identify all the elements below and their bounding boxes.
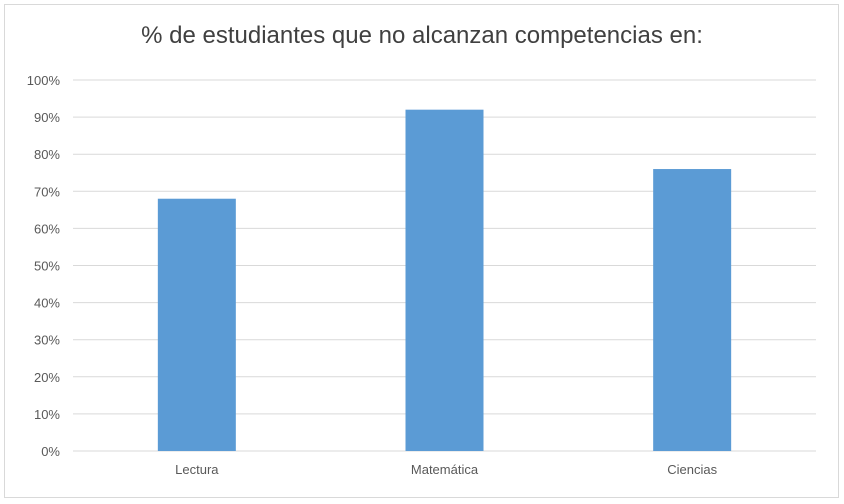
- y-tick-label: 90%: [34, 110, 60, 125]
- y-tick-label: 50%: [34, 259, 60, 274]
- x-tick-label: Lectura: [175, 462, 219, 477]
- bar-matemática: [405, 109, 484, 452]
- y-tick-label: 20%: [34, 370, 60, 385]
- y-tick-label: 60%: [34, 221, 60, 236]
- y-tick-label: 70%: [34, 184, 60, 199]
- y-tick-label: 10%: [34, 407, 60, 422]
- y-tick-label: 80%: [34, 147, 60, 162]
- bar-ciencias: [653, 169, 732, 452]
- y-tick-label: 40%: [34, 296, 60, 311]
- x-tick-label: Matemática: [411, 462, 479, 477]
- bar-lectura: [157, 198, 236, 451]
- chart-title: % de estudiantes que no alcanzan compete…: [141, 22, 703, 49]
- y-tick-label: 0%: [41, 444, 60, 459]
- x-tick-label: Ciencias: [667, 462, 717, 477]
- y-tick-label: 100%: [27, 73, 61, 88]
- y-tick-label: 30%: [34, 333, 60, 348]
